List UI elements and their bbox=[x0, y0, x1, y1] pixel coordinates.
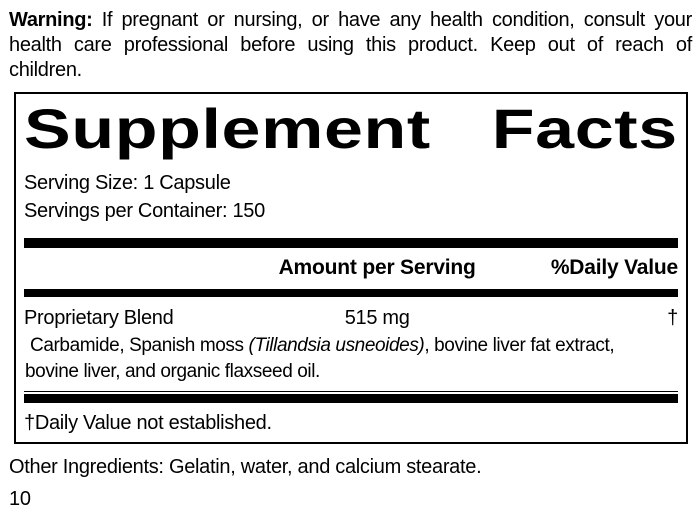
column-header-spacer bbox=[24, 255, 273, 281]
ingredient-daily-value: † bbox=[667, 307, 678, 329]
daily-value-header: %Daily Value bbox=[550, 256, 678, 279]
warning-line-3: children. bbox=[9, 59, 82, 81]
footnote-hairline-rule bbox=[24, 391, 678, 392]
panel-title-word-facts: Facts bbox=[492, 97, 678, 160]
warning-text: Warning: If pregnant or nursing, or have… bbox=[9, 8, 692, 83]
ingredient-row: Proprietary Blend 515 mg † bbox=[24, 306, 678, 330]
column-header-row: Amount per Serving %Daily Value bbox=[24, 255, 679, 281]
warning-label: Warning: bbox=[9, 9, 93, 31]
description-species-italic: (Tillandsia usneoides) bbox=[248, 335, 425, 356]
servings-per-container: Servings per Container: 150 bbox=[24, 200, 265, 222]
warning-line-1-text: If pregnant or nursing, or have any heal… bbox=[101, 9, 693, 31]
other-ingredients: Other Ingredients: Gelatin, water, and c… bbox=[9, 456, 482, 478]
footnote-thick-rule bbox=[24, 394, 678, 403]
daily-value-footnote: †Daily Value not established. bbox=[24, 412, 272, 434]
ingredient-description-line-2: bovine liver, and organic flaxseed oil. bbox=[25, 361, 320, 382]
warning-line-2: health care professional before using th… bbox=[9, 34, 692, 56]
page-number: 10 bbox=[9, 488, 31, 510]
panel-title: Supplement Facts bbox=[24, 100, 678, 158]
description-pre: Carbamide, Spanish moss bbox=[30, 335, 249, 356]
ingredient-name: Proprietary Blend bbox=[24, 307, 174, 329]
serving-info: Serving Size: 1 Capsule Servings per Con… bbox=[24, 169, 678, 225]
warning-line-1: Warning: If pregnant or nursing, or have… bbox=[9, 8, 692, 33]
panel-title-word-supplement: Supplement bbox=[24, 97, 431, 160]
ingredient-amount: 515 mg bbox=[344, 307, 410, 329]
description-post: , bovine liver fat extract, bbox=[424, 335, 615, 356]
serving-size: Serving Size: 1 Capsule bbox=[24, 172, 231, 194]
supplement-facts-panel: Supplement Facts Serving Size: 1 Capsule… bbox=[14, 92, 688, 444]
ingredient-description: Carbamide, Spanish moss (Tillandsia usne… bbox=[24, 333, 678, 385]
top-thick-rule bbox=[24, 238, 678, 248]
header-rule bbox=[24, 289, 678, 297]
ingredient-description-line-1: Carbamide, Spanish moss (Tillandsia usne… bbox=[24, 333, 678, 359]
amount-per-serving-header: Amount per Serving bbox=[278, 256, 476, 279]
